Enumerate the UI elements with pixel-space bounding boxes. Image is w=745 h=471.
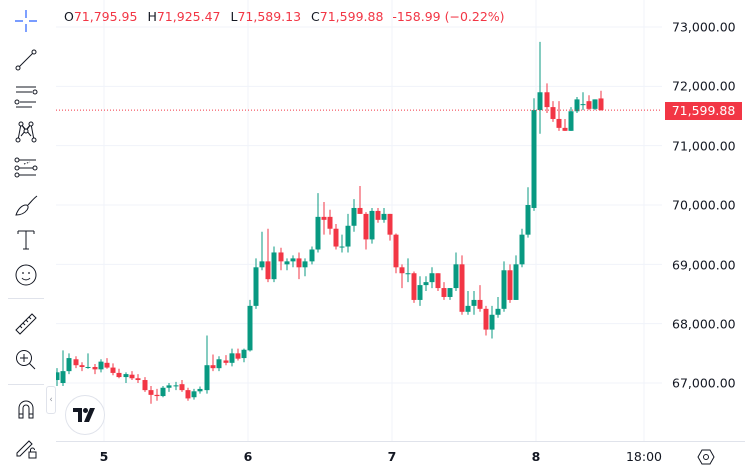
time-label: 5 [99,449,109,464]
horizontal-lines-icon [14,86,38,108]
magnet-tool[interactable] [9,394,43,424]
change-value: -158.99 (−0.22%) [392,9,505,24]
open-label: O [64,9,74,24]
time-label: 7 [387,449,397,464]
brush-icon [15,195,38,216]
drawing-toolbar [0,0,52,470]
price-axis[interactable]: 73,000.00 72,000.00 71,000.00 70,000.00 … [662,0,745,441]
price-label: 72,000.00 [672,78,736,94]
brush-tool[interactable] [9,190,43,220]
pattern-icon [15,121,37,143]
tradingview-logo-icon [73,408,95,422]
settings-icon [697,449,715,465]
price-label: 71,000.00 [672,138,736,154]
time-label: 18:00 [625,449,663,464]
fib-tool[interactable] [9,153,43,183]
text-tool[interactable] [9,225,43,255]
magnet-icon [18,400,34,419]
current-price-tag: 71,599.88 [665,102,742,120]
price-label: 73,000.00 [672,19,736,35]
pattern-tool[interactable] [9,117,43,147]
chart-settings-button[interactable] [697,449,715,465]
zoom-in-tool[interactable] [9,345,43,375]
text-icon [17,230,35,250]
ohlc-legend: O71,795.95 H71,925.47 L71,589.13 C71,599… [64,9,505,24]
close-label: C [311,9,320,24]
zoom-in-icon [16,350,36,370]
high-label: H [147,9,157,24]
crosshair-tool[interactable] [9,6,43,36]
ruler-icon [15,313,37,335]
low-value: 71,589.13 [237,9,302,24]
trend-line-tool[interactable] [9,45,43,75]
price-label: 67,000.00 [672,375,736,391]
chart-pane[interactable] [54,0,662,441]
horizontal-lines-tool[interactable] [9,81,43,111]
low-label: L [230,9,238,24]
ruler-tool[interactable] [9,309,43,339]
price-label: 68,000.00 [672,316,736,332]
crosshair-icon [15,10,37,32]
price-label: 70,000.00 [672,197,736,213]
time-axis[interactable]: 5 6 7 8 18:00 [56,441,745,471]
emoji-tool[interactable] [9,260,43,290]
time-label: 6 [243,449,253,464]
lock-drawings-tool[interactable] [9,432,43,462]
toolbar-divider [8,298,44,299]
collapse-toolbar-button[interactable]: ‹ [46,386,56,414]
trend-line-icon [15,49,37,71]
tradingview-logo[interactable] [65,395,105,435]
emoji-icon [15,264,37,286]
close-value: 71,599.88 [319,9,384,24]
lock-drawings-icon [16,440,37,459]
fib-icon [14,157,38,178]
price-label: 69,000.00 [672,257,736,273]
high-value: 71,925.47 [156,9,221,24]
time-label: 8 [531,449,541,464]
open-value: 71,795.95 [73,9,138,24]
candlestick-chart [54,0,662,441]
toolbar-divider [8,384,44,385]
